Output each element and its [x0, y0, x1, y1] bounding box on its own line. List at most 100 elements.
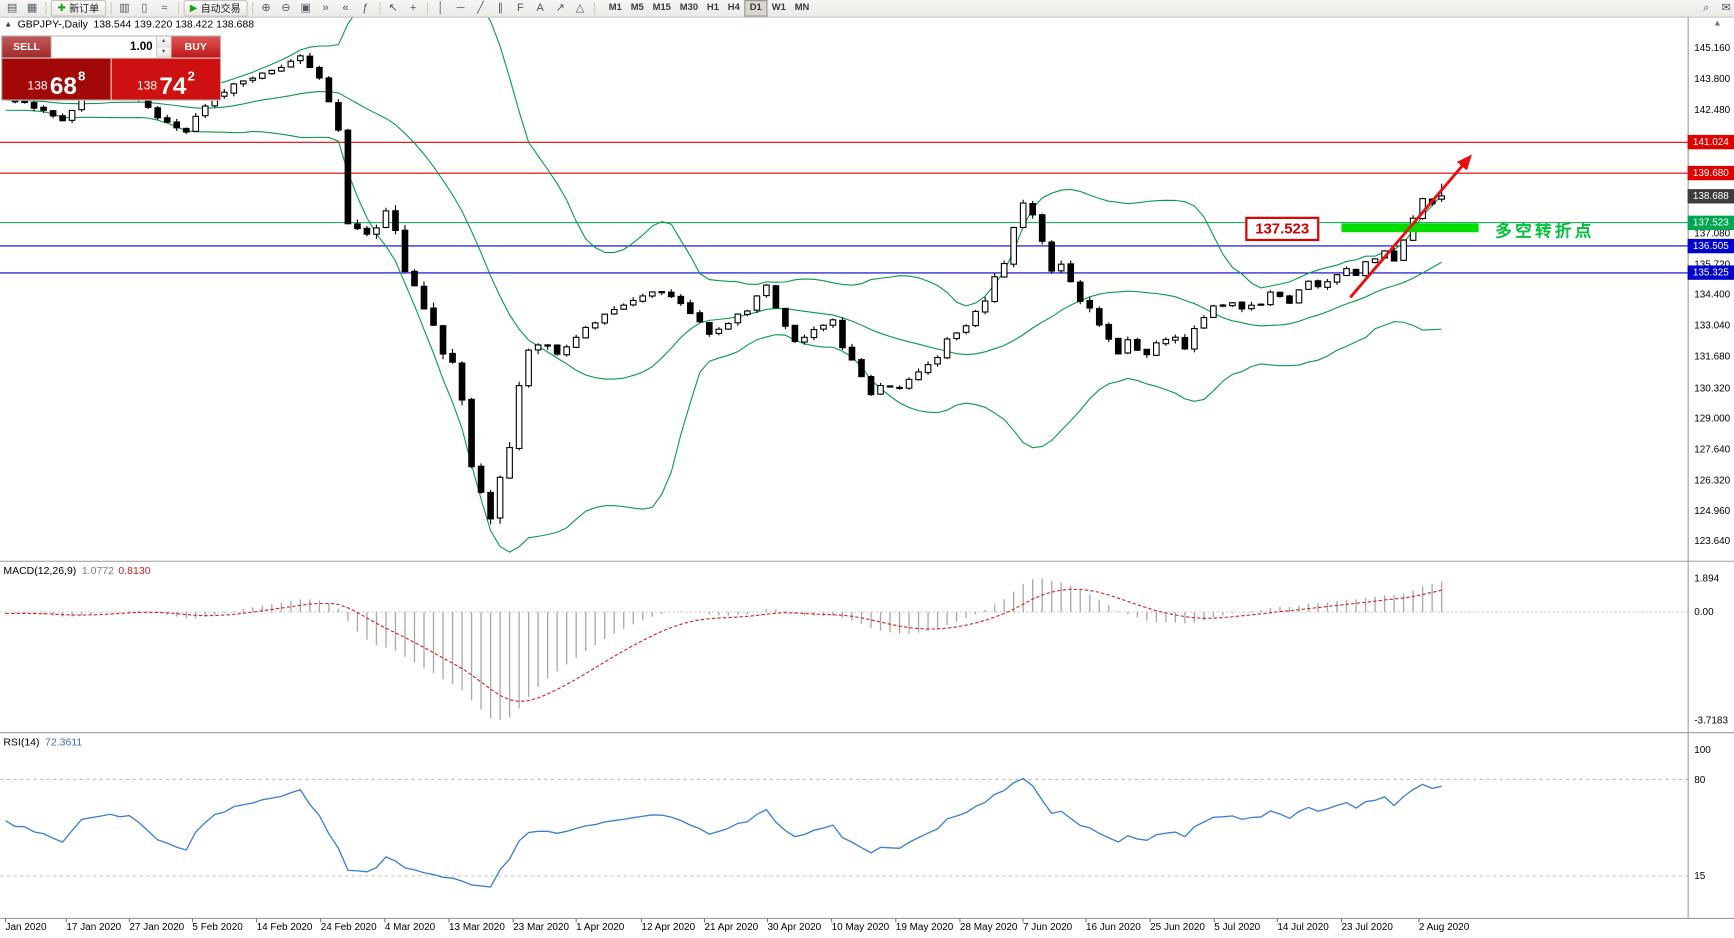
date-label: 28 May 2020 [959, 921, 1018, 933]
scroll-up-arrow-icon[interactable]: ▲ [1713, 17, 1722, 28]
buy-price-pipette: 2 [187, 68, 195, 85]
timeframe-toolbar: M1 M5 M15 M30 H1 H4 D1 W1 MN [604, 0, 813, 17]
candlestick-chart-icon[interactable]: ▯ [141, 2, 148, 15]
toolbar-separator [593, 2, 595, 15]
date-label: 1 Apr 2020 [576, 921, 625, 933]
date-label: 21 Apr 2020 [704, 921, 759, 933]
one-click-trading-panel: SELL 1.00 ▲ ▼ BUY 138 68 8 138 74 2 [1, 35, 222, 101]
indicators-icon[interactable]: ƒ [362, 2, 369, 15]
equidistant-channel-icon[interactable]: ∥ [497, 2, 504, 15]
date-label: 5 Feb 2020 [192, 921, 243, 933]
shapes-icon[interactable]: △ [575, 2, 585, 15]
price-axis[interactable]: 145.160 143.800 142.480 137.080 135.720 134.4… [1687, 0, 1734, 938]
sell-price-big-digits: 68 [49, 71, 77, 100]
zoom-out-icon[interactable]: ⊖ [281, 2, 291, 15]
price-tick-label: 130.320 [1694, 382, 1731, 394]
toolbar-separator [45, 2, 47, 15]
macd-scale-label: 0.00 [1694, 606, 1714, 618]
chart-shift-icon[interactable]: « [342, 2, 349, 15]
text-label-icon[interactable]: A [536, 2, 544, 15]
auto-trading-icon: ▶ [189, 2, 198, 14]
one-click-collapse-icon[interactable]: ▲ [4, 21, 13, 29]
auto-scroll-icon[interactable]: » [322, 2, 329, 15]
auto-trading-button[interactable]: ▶ 自动交易 [183, 0, 248, 17]
timeframe-M1[interactable]: M1 [608, 1, 622, 13]
price-badge-138.688: 138.688 [1687, 188, 1734, 204]
fibonacci-icon[interactable]: F [516, 2, 524, 15]
price-badge-141.024: 141.024 [1687, 135, 1734, 150]
bar-chart-icon[interactable]: ▥ [119, 2, 130, 15]
auto-trading-button-label: 自动交易 [200, 3, 241, 15]
date-label: 16 Jun 2020 [1085, 921, 1141, 933]
new-order-button[interactable]: ✚ 新订单 [50, 0, 106, 17]
volume-input[interactable]: 1.00 ▲ ▼ [51, 36, 171, 58]
rsi-indicator-label: RSI(14) 72.3611 [3, 737, 82, 749]
price-tick-label: 143.800 [1694, 73, 1731, 85]
line-chart-icon[interactable]: ≈ [161, 2, 168, 15]
date-label: 7 Jun 2020 [1022, 921, 1073, 933]
timeframe-H1[interactable]: H1 [706, 1, 719, 13]
timeframe-MN[interactable]: MN [794, 1, 810, 13]
date-axis[interactable]: Jan 2020 17 Jan 2020 27 Jan 2020 5 Feb 2020… [0, 920, 1734, 938]
price-badge-136.505: 136.505 [1687, 238, 1734, 254]
arrows-icon[interactable]: ↗ [555, 2, 565, 15]
date-label: 23 Mar 2020 [513, 921, 570, 933]
toolbar-separator [426, 2, 428, 15]
timeframe-W1[interactable]: W1 [771, 1, 786, 13]
macd-scale-label: -3.7183 [1694, 714, 1729, 726]
search-icon[interactable]: ⌕ [1703, 2, 1710, 15]
price-tick-label: 135.720 [1694, 258, 1731, 270]
timeframe-M15[interactable]: M15 [652, 1, 671, 13]
new-chart-icon[interactable]: ▤ [6, 2, 18, 15]
macd-name: MACD(12,26,9) [3, 565, 77, 578]
timeframe-M5[interactable]: M5 [630, 1, 644, 13]
date-label: 30 Apr 2020 [767, 921, 822, 933]
rsi-value: 72.3611 [45, 736, 83, 749]
chat-icon[interactable]: ✉ [1721, 2, 1731, 15]
horizontal-line-icon[interactable]: ─ [456, 2, 465, 15]
toolbar-separator [251, 2, 253, 15]
price-tick-label: 129.000 [1694, 412, 1731, 424]
price-tick-label: 145.160 [1694, 42, 1731, 54]
buy-button[interactable]: BUY [170, 36, 221, 58]
date-label: 14 Feb 2020 [256, 921, 313, 933]
date-label: 14 Jul 2020 [1277, 921, 1329, 933]
candlesticks [2, 52, 1445, 525]
macd-signal-line [5, 588, 1442, 703]
macd-signal-value: 0.8130 [118, 565, 151, 578]
volume-up-icon[interactable]: ▲ [157, 36, 171, 48]
price-tick-label: 123.640 [1694, 535, 1731, 547]
date-label: Jan 2020 [5, 921, 47, 933]
rsi-line [5, 777, 1442, 888]
crosshair-icon[interactable]: + [409, 2, 417, 15]
sell-button[interactable]: SELL [2, 36, 52, 58]
timeframe-D1[interactable]: D1 [744, 0, 768, 17]
trendline-icon[interactable]: ╱ [477, 2, 484, 15]
sell-price-display[interactable]: 138 68 8 [2, 58, 111, 100]
zoom-in-icon[interactable]: ⊕ [261, 2, 271, 15]
buy-price-big-digits: 74 [159, 71, 187, 100]
tile-windows-icon[interactable]: ▣ [300, 2, 311, 15]
new-order-button-label: 新订单 [69, 3, 100, 15]
toolbar: ▤ ▦ ✚ 新订单 ▥ ▯ ≈ ▶ 自动交易 ⊕ ⊖ ▣ » « ƒ ↖ + │ ─ ╱ ∥ F A ↗ △ M1 M5 M15 M30… [0, 0, 1734, 18]
date-label: 10 May 2020 [831, 921, 890, 933]
price-tick-label: 124.960 [1694, 504, 1731, 517]
timeframe-H4[interactable]: H4 [727, 1, 740, 13]
profiles-icon[interactable]: ▦ [26, 2, 38, 15]
volume-value[interactable]: 1.00 [130, 39, 153, 54]
date-label: 4 Mar 2020 [384, 921, 436, 933]
price-tick-label: 126.320 [1694, 473, 1731, 485]
volume-down-icon[interactable]: ▼ [157, 47, 171, 58]
symbol-name: GBPJPY-,Daily [17, 18, 88, 31]
new-order-icon: ✚ [57, 2, 66, 14]
buy-price-prefix: 138 [136, 79, 158, 93]
toolbar-separator [110, 2, 112, 15]
cursor-icon[interactable]: ↖ [388, 2, 398, 15]
toolbar-separator [177, 2, 179, 15]
vertical-line-icon[interactable]: │ [437, 2, 445, 15]
timeframe-M30[interactable]: M30 [679, 1, 699, 13]
date-label: 17 Jan 2020 [66, 921, 122, 933]
buy-price-display[interactable]: 138 74 2 [110, 58, 221, 100]
symbol-header: ▲ GBPJPY-,Daily 138.544 139.220 138.422 … [4, 19, 254, 31]
